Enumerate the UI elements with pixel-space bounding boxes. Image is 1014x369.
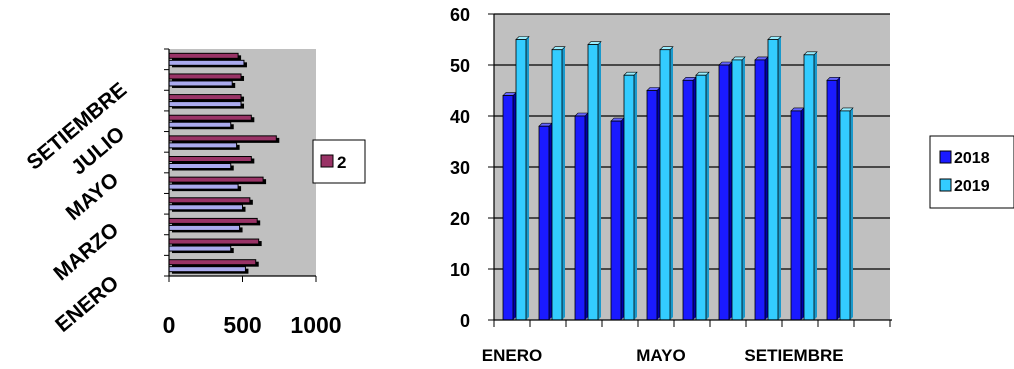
chart2-legend-box [929,135,1014,209]
chart2-legend-swatch [939,178,952,192]
chart2-bar-side [549,123,552,320]
chart2-bar [659,49,671,321]
chart1-bar [168,114,252,121]
chart1-bar [168,183,239,190]
chart2-bar-side [657,87,660,320]
chart1-bar [168,176,264,183]
chart2-bar [623,74,635,321]
chart2-bar-side [598,41,601,320]
chart1-x-tick-label: 500 [223,312,261,338]
chart2-y-tick-label: 60 [450,5,470,25]
chart1-bar [168,121,232,128]
chart2-bar [731,59,743,321]
chart2-bar [610,120,622,321]
chart1-bar [168,266,246,273]
chart1-bar [168,204,243,211]
chart2-bar-side [621,118,624,320]
chart1-bar [168,59,245,66]
chart1-x-tick-label: 0 [163,312,176,338]
chart1-bar [168,135,277,142]
chart2-bar-side [706,72,709,320]
chart2-bar-side [729,62,732,320]
chart2-bar-side [526,36,529,320]
chart1-bar [168,156,252,162]
chart2-bar-side [850,107,853,321]
chart2-legend-swatch [939,150,952,164]
chart1-x-tick-label: 1000 [290,312,341,338]
chart2-bar [587,44,599,321]
chart1-bar [168,80,233,87]
chart1-category-label: MARZO [49,218,123,285]
chart1-bar [168,52,239,59]
chart2-y-tick-label: 20 [450,209,470,229]
chart2-bar-side [693,77,696,320]
chart1-bar [168,259,257,266]
chart1-bar [168,73,242,80]
chart2-bar [515,39,527,321]
chart2-bar [502,95,514,321]
chart2-bar [682,79,694,321]
chart1-category-label: MAYO [62,168,124,225]
chart2-y-tick-label: 40 [450,107,470,127]
chart2-category-label: ENERO [482,346,542,365]
chart2-bar [695,74,707,321]
chart2-bar [826,79,838,321]
chart2-bar [574,115,586,321]
chart1-legend-label: 2 [337,153,346,172]
chart2-y-tick-label: 0 [460,311,470,331]
chart1-legend-swatch [320,154,334,168]
chart2-bar-side [634,72,637,320]
chart2-bar [767,39,779,321]
chart2-bar-side [742,56,745,321]
chart2-legend-label: 2018 [954,150,990,167]
chart2-y-tick-label: 30 [450,158,470,178]
chart1-bar [168,142,238,149]
chart2-bar [839,110,851,321]
chart2-bar-side [562,46,565,320]
chart2-bar-side [778,36,781,320]
chart2-bar [538,125,550,321]
chart2-category-label: MAYO [636,346,685,365]
chart2-bar-side [765,56,768,321]
chart2-bar-side [513,92,516,320]
chart1-bar [168,224,241,231]
chart1-bar [168,217,258,224]
chart2-bar-side [585,113,588,320]
chart2-bar [646,90,658,321]
chart1-bar [168,238,260,245]
chart2-bar-side [670,46,673,320]
chart2-bar [754,59,766,321]
chart1-bar [168,94,242,101]
chart2-bar [718,64,730,321]
chart2-bar [551,49,563,321]
chart1-bar [168,163,232,169]
chart2-legend-label: 2019 [954,178,990,195]
chart1-bar [168,101,242,108]
chart2-bar-side [801,107,804,321]
chart2-bar-side [837,77,840,320]
chart2-y-tick-label: 50 [450,56,470,76]
chart2-bar-side [814,51,817,321]
chart1-bar [168,197,251,204]
chart1-bar [168,245,232,252]
chart2-bar [803,54,815,321]
chart2-y-tick-label: 10 [450,260,470,280]
chart2-category-label: SETIEMBRE [744,346,843,365]
chart2-bar [790,110,802,321]
